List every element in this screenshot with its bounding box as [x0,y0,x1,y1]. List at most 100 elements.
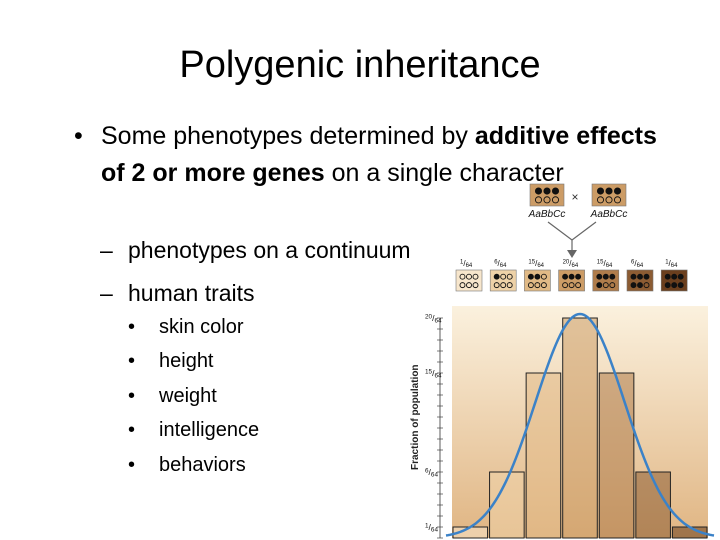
allele-dot [543,187,551,195]
allele-dot [459,273,466,280]
allele-dot [543,196,551,204]
main-bullet-text: Some phenotypes determined by additive e… [101,118,671,192]
bar [598,372,635,539]
bar [635,471,671,539]
allele-dot [664,282,671,289]
main-bullet-bold-text: additive effects of 2 or more genes [101,122,657,187]
allele-dot [630,273,637,280]
allele-dot [472,273,479,280]
offspring-fraction-label: 1/64 [665,259,678,269]
bullet-marker: • [128,419,136,441]
trait-label: intelligence [159,419,260,441]
bullet-marker: • [74,122,83,150]
y-axis: 1/64 6/64 15/64 20/64 [425,313,443,539]
allele-dot [534,282,541,289]
dash-marker: – [100,237,113,263]
allele-dot [609,282,616,289]
main-bullet-text-part2: on a single character [324,159,564,187]
allele-dot [568,282,575,289]
sub-bullet-text: human traits [128,280,255,306]
bar [489,471,525,539]
allele-dot [637,282,643,289]
bullet-marker: • [128,316,136,338]
allele-dot [562,273,569,280]
y-axis-label: Fraction of population [410,364,421,470]
main-bullet-text-part1: Some phenotypes determined by [101,122,475,150]
allele-dot [671,273,678,280]
trait-label: weight [159,385,217,407]
allele-dot [500,273,507,280]
allele-dot [540,282,547,289]
allele-dot [602,273,609,280]
arrow-head [567,250,577,258]
trait-label: behaviors [159,454,246,476]
allele-dot [671,282,678,289]
bullet-marker: • [128,454,136,476]
bar [562,317,598,539]
dash-marker: – [100,280,113,306]
offspring-fraction-label: 6/64 [494,259,507,269]
allele-dot [534,187,543,195]
allele-dot [677,273,684,280]
allele-dot [643,273,650,280]
parent-genotype-label: AaBbCc [528,209,566,220]
normal-curve [445,312,715,537]
y-tick-label: 15/64 [425,368,442,379]
allele-dot [466,273,472,280]
trait-label: skin color [159,316,244,338]
allele-dot [493,273,500,280]
allele-dot [664,273,671,280]
allele-dot [459,282,466,289]
bullet-marker: • [128,385,136,407]
allele-dot [493,282,500,289]
offspring-fraction-label: 15/64 [528,259,544,269]
allele-dot [551,196,560,204]
y-tick-label: 6/64 [425,467,438,478]
allele-dot [613,187,622,195]
allele-dot [596,282,603,289]
parent-genotype-label: AaBbCc [590,209,628,220]
allele-dot [596,273,603,280]
allele-dot [596,196,605,204]
allele-dot [472,282,479,289]
slide-title: Polygenic inheritance [179,44,541,86]
offspring-fraction-label: 1/64 [460,259,473,269]
genotype-chip [455,269,483,292]
allele-dot [527,273,534,280]
allele-dot [551,187,560,195]
allele-dot [500,282,507,289]
allele-dot [605,187,613,195]
allele-dot [596,187,605,195]
allele-dot [568,273,575,280]
allele-dot [609,273,616,280]
allele-dot [540,273,547,280]
cross-symbol: × [571,190,578,204]
y-tick-label: 1/64 [425,522,438,533]
allele-dot [575,273,582,280]
allele-dot [466,282,472,289]
bullet-marker: • [128,350,136,372]
cross-line [547,221,597,241]
offspring-fraction-label: 6/64 [631,259,644,269]
allele-dot [506,273,513,280]
trait-label: height [159,350,214,372]
offspring-genotype-row: 1/64 6/64 15/64 20/64 15/64 6/64 1/64 [455,259,688,292]
allele-dot [677,282,684,289]
y-tick-label: 20/64 [425,313,442,324]
polygenic-distribution-figure: AaBbCc AaBbCc × 1/64 6/64 15/64 20/64 15/64 6/6… [410,183,715,539]
bar [525,372,562,539]
allele-dot [534,273,541,280]
allele-dot [562,282,569,289]
allele-dot [602,282,609,289]
allele-dot [506,282,513,289]
allele-dot [643,282,650,289]
allele-dot [527,282,534,289]
allele-dot [613,196,622,204]
allele-dot [630,282,637,289]
allele-dot [605,196,613,204]
parent-genotypes: AaBbCc AaBbCc × [528,183,628,220]
offspring-fraction-label: 20/64 [563,259,579,269]
allele-dot [637,273,643,280]
sub-bullet-text: phenotypes on a continuum [128,237,411,263]
allele-dot [534,196,543,204]
